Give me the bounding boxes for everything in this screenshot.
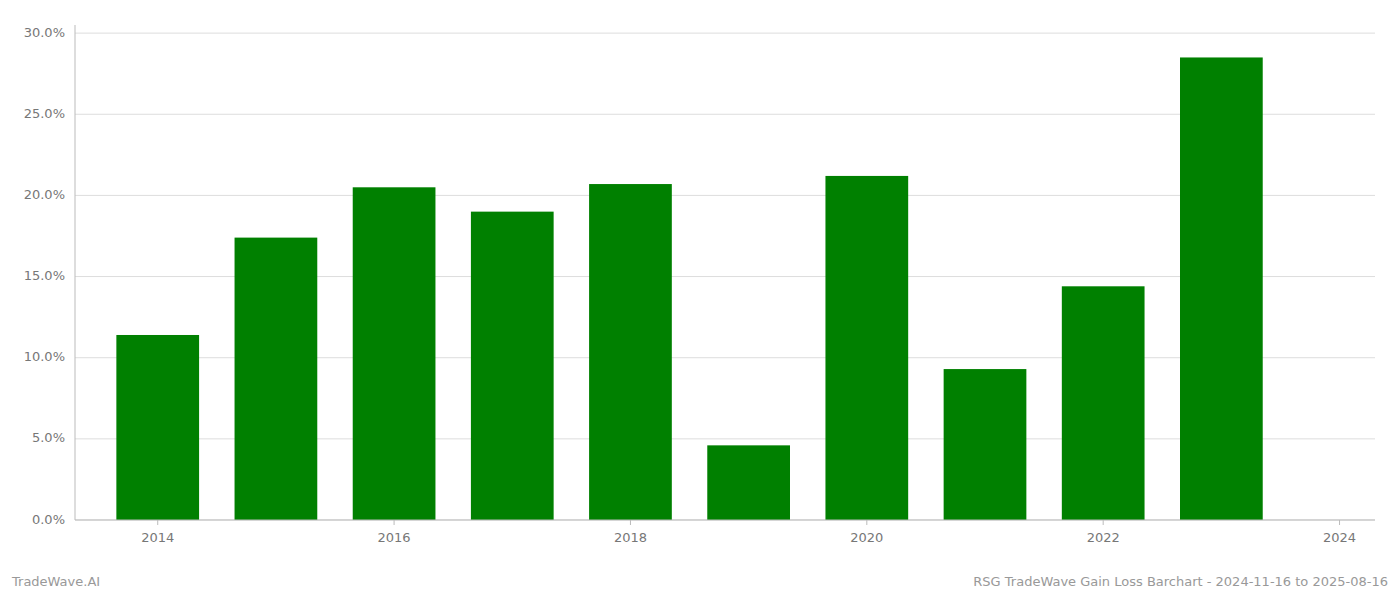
bar (235, 238, 318, 520)
x-tick (394, 520, 395, 525)
y-tick-label: 10.0% (24, 349, 65, 364)
x-tick (630, 520, 631, 525)
x-axis-line (75, 520, 1375, 521)
bar (1062, 286, 1145, 520)
bar (116, 335, 199, 520)
x-tick-label: 2020 (850, 530, 883, 545)
bar (825, 176, 908, 520)
y-tick-label: 15.0% (24, 268, 65, 283)
y-axis-line (75, 25, 76, 520)
bar (589, 184, 672, 520)
grid-line (75, 33, 1375, 34)
y-tick-label: 5.0% (32, 430, 65, 445)
watermark: TradeWave.AI (11, 574, 100, 589)
x-tick (1339, 520, 1340, 525)
page: {"chart_data": {"type": "bar", "title": … (0, 0, 1400, 600)
bar (944, 369, 1027, 520)
y-tick-label: 30.0% (24, 25, 65, 40)
x-tick (157, 520, 158, 525)
x-tick-label: 2022 (1087, 530, 1120, 545)
x-tick-label: 2018 (614, 530, 647, 545)
x-tick (866, 520, 867, 525)
x-tick-label: 2016 (378, 530, 411, 545)
title: RSG TradeWave Gain Loss Barchart - 2024-… (973, 574, 1388, 589)
bars (116, 57, 1262, 520)
bar (471, 212, 554, 520)
bar (707, 445, 790, 520)
bar (1180, 57, 1263, 520)
y-tick-label: 0.0% (32, 512, 65, 527)
y-grid (75, 33, 1375, 520)
y-tick-label: 25.0% (24, 106, 65, 121)
chart: 0.0% 5.0% 10.0% 15.0% 20.0% 25.0% 30.0% 2014 201… (0, 0, 1400, 600)
x-tick-label: 2024 (1323, 530, 1356, 545)
grid-line (75, 520, 1375, 521)
x-tick-label: 2014 (141, 530, 174, 545)
x-tick (1103, 520, 1104, 525)
y-tick-label: 20.0% (24, 187, 65, 202)
bar (353, 187, 436, 520)
